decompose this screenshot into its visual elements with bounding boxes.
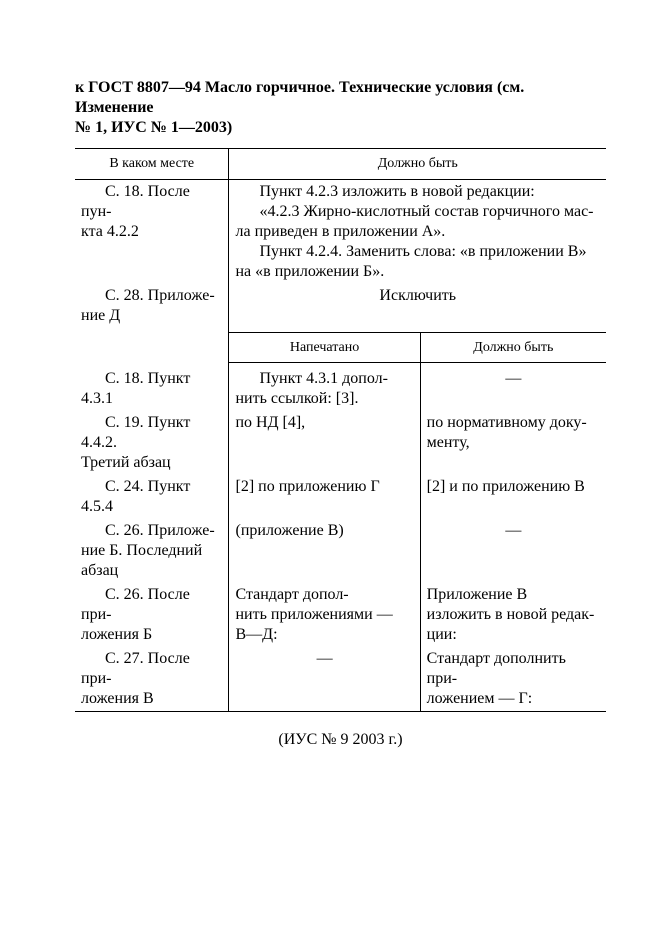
- table-cell: С. 27. После при- ложения В: [75, 647, 229, 712]
- body-text: на «в приложении Б».: [235, 262, 600, 282]
- table-cell: С. 26. После при- ложения Б: [75, 583, 229, 647]
- printed-text: В—Д:: [235, 625, 413, 645]
- footer-note: (ИУС № 9 2003 г.): [75, 730, 606, 750]
- table-cell: Пункт 4.2.3 изложить в новой редакции: «…: [229, 179, 606, 284]
- body-text: Пункт 4.2.3 изложить в новой редакции:: [235, 182, 600, 202]
- should-text: ложением — Г:: [427, 689, 600, 709]
- should-text: —: [505, 370, 521, 387]
- table-cell: —: [420, 519, 606, 583]
- where-text: С. 26. После при-: [81, 585, 222, 625]
- printed-text: нить приложениями —: [235, 605, 413, 625]
- table-cell: по нормативному доку- менту,: [420, 411, 606, 475]
- table-cell: по НД [4],: [229, 411, 420, 475]
- table-cell: [2] и по приложению В: [420, 475, 606, 519]
- table-cell: Пункт 4.3.1 допол- нить ссылкой: [3].: [229, 367, 420, 411]
- table-cell: —: [229, 647, 420, 712]
- table-cell: [2] по приложению Г: [229, 475, 420, 519]
- table-cell: Исключить: [229, 284, 606, 328]
- where-text: ние Д: [81, 306, 222, 326]
- table-cell: С. 19. Пункт 4.4.2. Третий абзац: [75, 411, 229, 475]
- where-text: С. 26. Приложе-: [81, 521, 222, 541]
- should-text: изложить в новой редак-: [427, 605, 600, 625]
- table-cell: (приложение В): [229, 519, 420, 583]
- should-text: Приложение В: [427, 585, 600, 605]
- document-title: к ГОСТ 8807—94 Масло горчичное. Техничес…: [75, 78, 606, 138]
- where-text: С. 24. Пункт 4.5.4: [81, 477, 222, 517]
- should-text: —: [505, 522, 521, 539]
- table-cell: Приложение В изложить в новой редак- ции…: [420, 583, 606, 647]
- table-cell: Стандарт допол- нить приложениями — В—Д:: [229, 583, 420, 647]
- printed-text: [2] по приложению Г: [235, 477, 413, 497]
- body-text: «4.2.3 Жирно-кислотный состав горчичного…: [235, 202, 600, 222]
- table-cell: С. 26. Приложе- ние Б. Последний абзац: [75, 519, 229, 583]
- table-cell: Стандарт дополнить при- ложением — Г:: [420, 647, 606, 712]
- printed-span: Стандарт допол-: [235, 586, 348, 603]
- body-text: Исключить: [379, 287, 456, 304]
- should-text: Стандарт дополнить при-: [427, 649, 600, 689]
- should-text: по нормативному доку-: [427, 413, 600, 433]
- where-text: кта 4.2.2: [81, 222, 222, 242]
- col-header-should: Должно быть: [229, 149, 606, 180]
- where-text: С. 28. Приложе-: [81, 286, 222, 306]
- printed-text: нить ссылкой: [3].: [235, 389, 413, 409]
- table-cell: [75, 332, 229, 363]
- where-text: ложения В: [81, 689, 222, 709]
- where-text: ние Б. Последний: [81, 541, 222, 561]
- printed-text: по НД [4],: [235, 413, 413, 433]
- should-text: менту,: [427, 433, 600, 453]
- printed-text: (приложение В): [235, 521, 413, 541]
- title-line-2: № 1, ИУС № 1—2003): [75, 119, 232, 136]
- body-text: ла приведен в приложении А».: [235, 222, 600, 242]
- table-cell: С. 18. После пун- кта 4.2.2: [75, 179, 229, 284]
- where-text: С. 18. Пункт 4.3.1: [81, 369, 222, 409]
- where-text: С. 19. Пункт 4.4.2.: [81, 413, 222, 453]
- printed-text: Пункт 4.3.1 допол-: [235, 369, 413, 389]
- col-header-should-2: Должно быть: [420, 332, 606, 363]
- where-text: Третий абзац: [81, 453, 222, 473]
- table-cell: С. 18. Пункт 4.3.1: [75, 367, 229, 411]
- table-cell: С. 24. Пункт 4.5.4: [75, 475, 229, 519]
- corrections-table: В каком месте Должно быть С. 18. После п…: [75, 148, 606, 712]
- col-header-where: В каком месте: [75, 149, 229, 180]
- body-text: Пункт 4.2.4. Заменить слова: «в приложен…: [235, 242, 600, 262]
- col-header-printed: Напечатано: [229, 332, 420, 363]
- where-text: ложения Б: [81, 625, 222, 645]
- printed-text: —: [317, 650, 333, 667]
- where-text: С. 27. После при-: [81, 649, 222, 689]
- where-text: С. 18. После пун-: [81, 182, 222, 222]
- page: к ГОСТ 8807—94 Масло горчичное. Техничес…: [0, 0, 661, 936]
- table-cell: —: [420, 367, 606, 411]
- table-cell: С. 28. Приложе- ние Д: [75, 284, 229, 328]
- title-line-1: к ГОСТ 8807—94 Масло горчичное. Техничес…: [75, 79, 524, 116]
- should-text: ции:: [427, 625, 600, 645]
- where-text: абзац: [81, 561, 222, 581]
- should-text: [2] и по приложению В: [427, 477, 600, 497]
- printed-text: Стандарт допол-: [235, 585, 413, 605]
